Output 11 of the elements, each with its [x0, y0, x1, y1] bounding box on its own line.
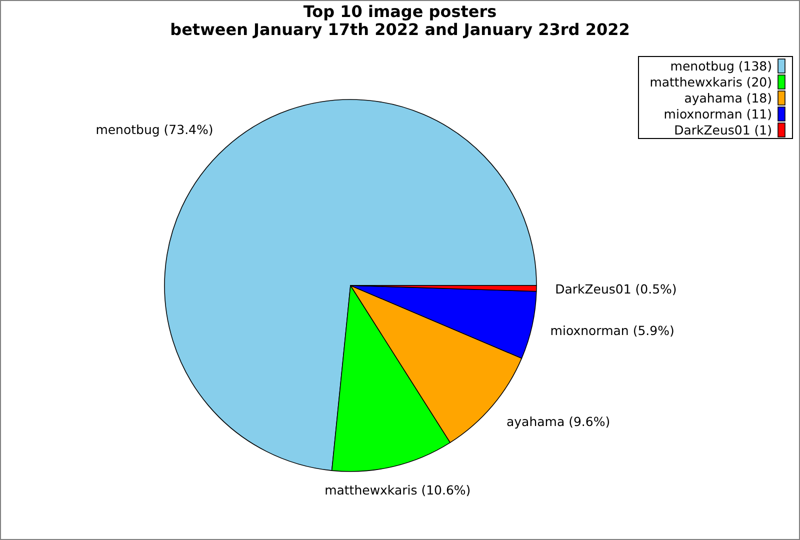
data-label: DarkZeus01 (0.5%): [555, 281, 677, 296]
legend-label: ayahama (18): [684, 90, 772, 106]
legend-label: menotbug (138): [670, 58, 772, 74]
legend-label: matthewxkaris (20): [650, 74, 772, 90]
data-label: ayahama (9.6%): [506, 414, 610, 429]
legend-label: mioxnorman (11): [664, 106, 772, 122]
data-label: menotbug (73.4%): [96, 122, 214, 138]
data-label: matthewxkaris (10.6%): [324, 482, 471, 498]
data-label: mioxnorman (5.9%): [550, 323, 674, 338]
legend-label: DarkZeus01 (1): [674, 122, 772, 138]
chart-title: Top 10 image posters between January 17th 2022 and January 23rd 2022: [170, 2, 630, 39]
